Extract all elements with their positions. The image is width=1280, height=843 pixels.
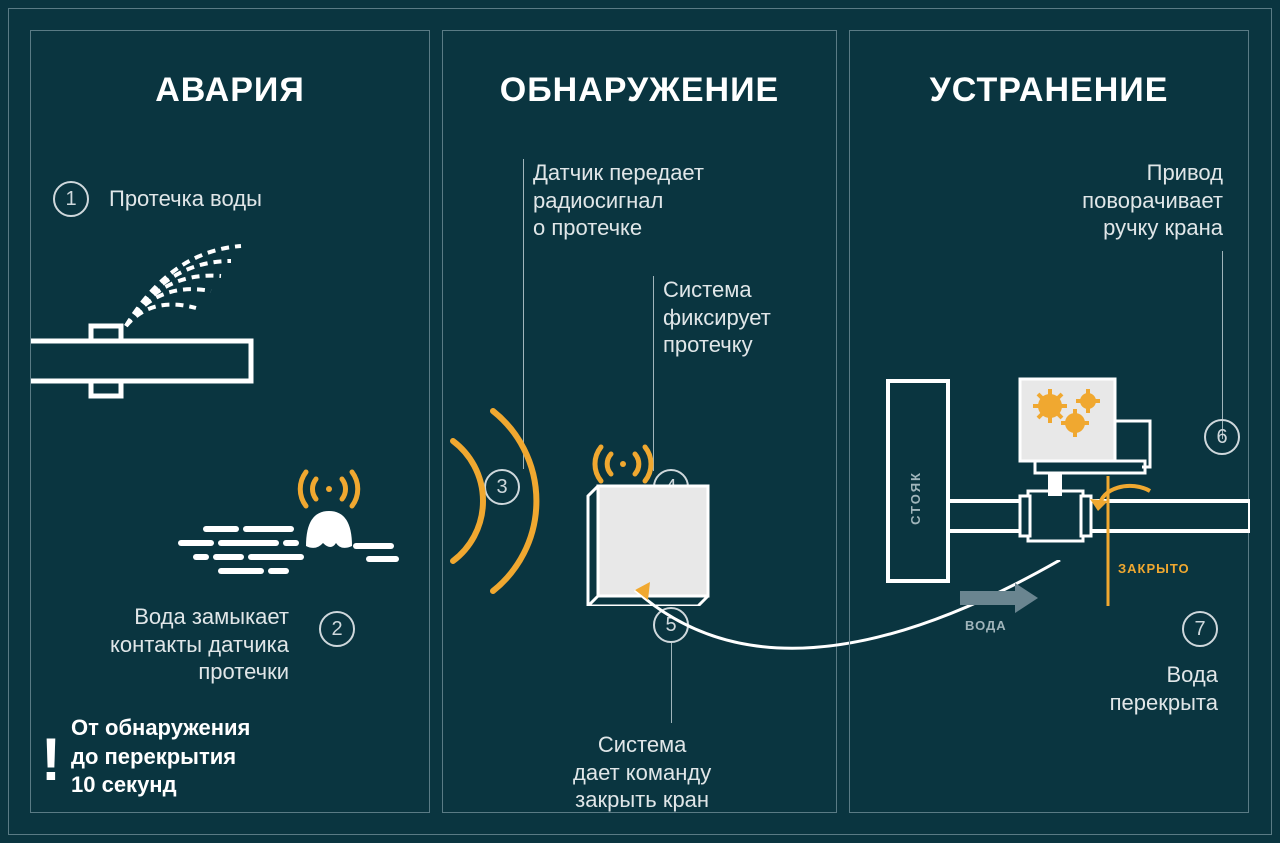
panel-accident: АВАРИЯ 1 Протечка воды xyxy=(30,30,430,813)
closed-label: ЗАКРЫТО xyxy=(1118,561,1190,576)
step-text-7: Водаперекрыта xyxy=(1110,661,1218,716)
sensor-puddle-icon xyxy=(111,451,411,591)
step-badge-2: 2 xyxy=(319,611,355,647)
step-text-4: Системафиксируетпротечку xyxy=(663,276,771,359)
step-text-2: Вода замыкаетконтакты датчикапротечки xyxy=(110,603,289,686)
footer-note: От обнаружениядо перекрытия10 секунд xyxy=(71,714,250,800)
panel-title-3: УСТРАНЕНИЕ xyxy=(850,71,1248,110)
step-text-1: Протечка воды xyxy=(109,185,262,213)
step-num-1: 1 xyxy=(65,188,76,211)
panel-title-2: ОБНАРУЖЕНИЕ xyxy=(443,71,836,110)
step-num-2: 2 xyxy=(331,618,342,641)
exclaim-icon: ! xyxy=(41,725,61,794)
radio-arcs-icon xyxy=(413,391,573,611)
panel-detection: ОБНАРУЖЕНИЕ Датчик передаетрадиосигнало … xyxy=(442,30,837,813)
step-text-3: Датчик передаетрадиосигнало протечке xyxy=(533,159,704,242)
stoyak-label: СТОЯК xyxy=(908,471,923,525)
burst-pipe-icon xyxy=(31,241,311,401)
voda-label: ВОДА xyxy=(965,618,1007,633)
step-badge-7: 7 xyxy=(1182,611,1218,647)
panel-title-1: АВАРИЯ xyxy=(31,71,429,110)
step-num-7: 7 xyxy=(1194,618,1205,641)
panel-elimination: УСТРАНЕНИЕ Приводповорачиваетручку крана… xyxy=(849,30,1249,813)
step-text-6: Приводповорачиваетручку крана xyxy=(1082,159,1223,242)
step-text-5: Системадает командузакрыть кран xyxy=(573,731,711,814)
step-badge-1: 1 xyxy=(53,181,89,217)
